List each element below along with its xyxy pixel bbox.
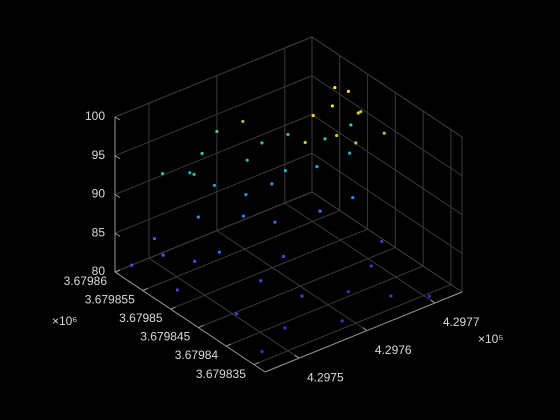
point [235, 312, 239, 316]
point [340, 319, 344, 323]
z-tick-label: 80 [92, 264, 106, 278]
z-tick-label: 90 [92, 187, 106, 201]
point [130, 263, 134, 267]
point [270, 182, 274, 186]
y-tick [114, 269, 121, 273]
point [356, 111, 360, 115]
point [215, 129, 219, 134]
x-tick-label: 4.2977 [443, 315, 480, 329]
x-tick [430, 299, 436, 304]
point [152, 237, 157, 241]
point [330, 104, 334, 108]
point [260, 349, 264, 354]
point [354, 141, 358, 145]
x-axis-line [264, 291, 463, 373]
y-grid-line [253, 129, 452, 366]
point [382, 131, 386, 135]
z-tick-label: 85 [92, 225, 106, 239]
y-tick [225, 343, 232, 347]
point [318, 209, 322, 213]
z-tick [114, 155, 121, 160]
point [273, 220, 277, 224]
y-grid-line [225, 111, 424, 347]
point [315, 165, 319, 169]
y-tick [142, 288, 148, 291]
point [192, 172, 196, 176]
y-tick-label: 3.67984 [175, 348, 219, 362]
point [161, 253, 165, 257]
point [281, 254, 286, 259]
point [188, 171, 192, 175]
x-tick-label: 4.2975 [307, 370, 344, 384]
z-tick-label: 95 [92, 148, 106, 162]
point [212, 183, 217, 188]
point [260, 141, 264, 145]
y-grid-line [142, 55, 341, 291]
x-exponent-label: ×10⁵ [478, 332, 503, 346]
z-tick [114, 194, 121, 198]
point [244, 193, 248, 197]
point [359, 110, 363, 114]
point [193, 259, 197, 263]
y-axis-line [114, 271, 266, 373]
z-tick [114, 232, 121, 237]
x-tick-label: 4.2976 [375, 343, 412, 357]
point [196, 215, 200, 219]
point [259, 279, 263, 283]
point [349, 123, 353, 127]
y-exponent-label: ×10⁶ [52, 314, 77, 328]
y-grid-line [198, 92, 396, 329]
point [175, 288, 179, 292]
point [380, 239, 384, 244]
point [348, 151, 352, 155]
point [323, 137, 327, 141]
y-tick [198, 325, 204, 329]
y-grid-line [170, 74, 369, 310]
point [311, 113, 315, 118]
y-tick [170, 306, 176, 310]
x-tick [294, 354, 300, 359]
z-tick-label: 100 [85, 109, 105, 123]
point [335, 133, 339, 138]
point [241, 119, 245, 124]
point [283, 326, 287, 330]
point [389, 294, 393, 298]
point [351, 196, 355, 200]
point [245, 158, 249, 162]
point [346, 89, 351, 93]
point [346, 290, 350, 294]
point [303, 140, 307, 145]
y-grid-line [114, 37, 313, 273]
point [286, 132, 290, 137]
point [427, 294, 431, 298]
point [160, 172, 165, 176]
point [217, 250, 221, 254]
y-tick-label: 3.679845 [140, 330, 190, 344]
x-tick [362, 327, 368, 332]
point [200, 151, 204, 156]
y-tick-label: 3.67986 [64, 274, 108, 288]
point [333, 85, 337, 90]
point [241, 214, 246, 218]
y-tick-label: 3.67985 [119, 311, 163, 325]
z-tick [114, 116, 121, 121]
point [283, 168, 288, 173]
z-tick [114, 271, 121, 276]
y-tick-label: 3.679835 [196, 367, 246, 381]
point [300, 294, 304, 298]
y-tick-label: 3.679855 [85, 293, 135, 307]
point [369, 264, 373, 268]
y-tick [253, 362, 260, 366]
